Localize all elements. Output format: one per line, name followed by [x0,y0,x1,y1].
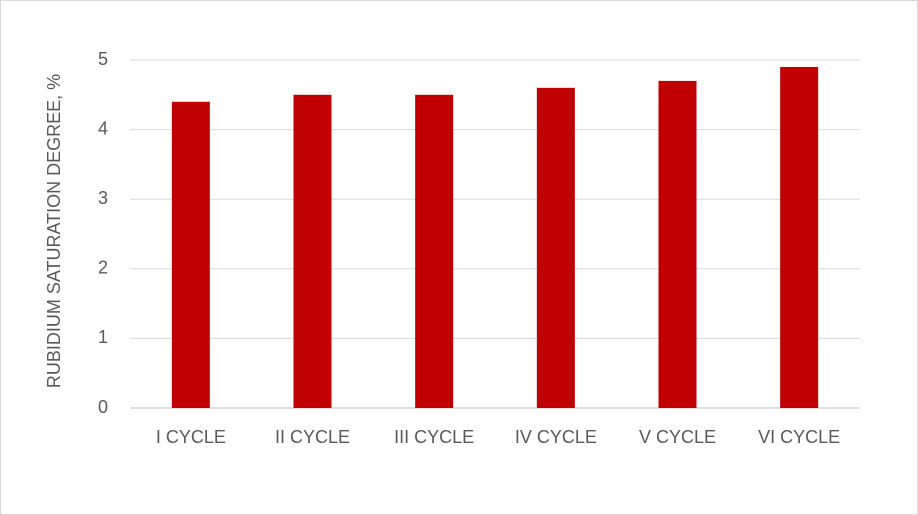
x-tick-label: V CYCLE [639,427,716,447]
y-tick-label: 1 [98,327,108,347]
x-tick-label: VI CYCLE [758,427,840,447]
y-tick-label: 5 [98,49,108,69]
y-tick-label: 2 [98,258,108,278]
y-tick-label: 3 [98,188,108,208]
x-tick-label: II CYCLE [275,427,350,447]
y-tick-label: 0 [98,397,108,417]
x-tick-label: I CYCLE [156,427,226,447]
y-axis-label: RUBIDIUM SATURATION DEGREE, % [44,74,64,388]
y-tick-label: 4 [98,118,108,138]
bar [536,87,575,408]
bar [293,94,332,409]
x-tick-label: IV CYCLE [515,427,597,447]
bar [415,94,454,409]
x-tick-label: III CYCLE [394,427,474,447]
bar [658,80,697,408]
bar [171,101,210,408]
bar [780,66,819,409]
